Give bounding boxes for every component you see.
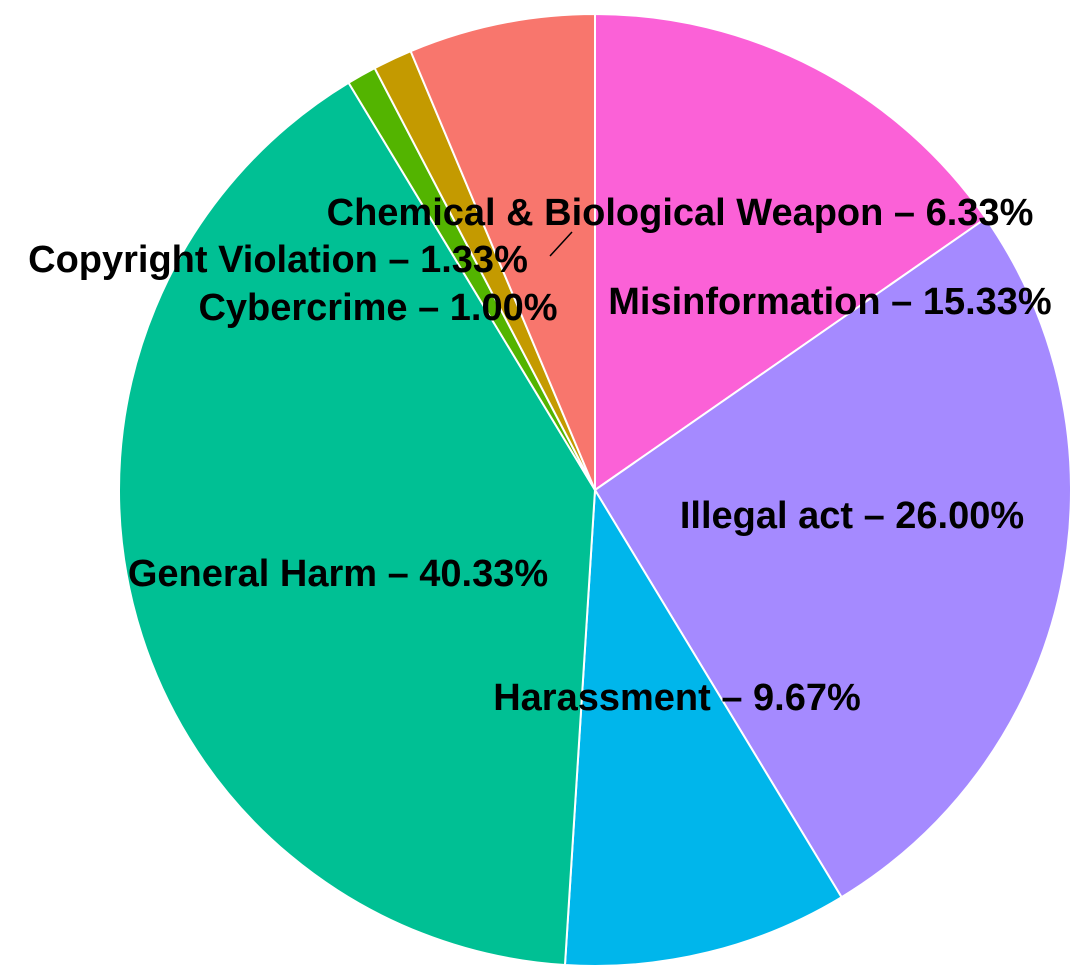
pie-leader-lines: [549, 231, 573, 257]
pie-labels: Misinformation – 15.33% Illegal act – 26.…: [28, 192, 1052, 719]
slice-label-cybercrime: Cybercrime – 1.00%: [198, 287, 557, 329]
slice-label-general-harm: General Harm – 40.33%: [128, 553, 548, 595]
pie-slice-general-harm: [118, 81, 596, 967]
leader-line-chemical-and-biological-weapon: [549, 231, 573, 257]
slice-label-harassment: Harassment – 9.67%: [493, 677, 861, 719]
slice-label-illegal-act: Illegal act – 26.00%: [680, 495, 1024, 537]
pie-slice-harassment: [563, 489, 843, 967]
pie-slices: [118, 13, 1073, 967]
slice-label-chemical-and-biological-weapon: Chemical & Biological Weapon – 6.33%: [327, 192, 1034, 234]
pie-slice-illegal-act: [594, 217, 1073, 899]
slice-label-misinformation: Misinformation – 15.33%: [608, 281, 1051, 323]
pie-slice-misinformation: [594, 13, 987, 491]
pie-slice-chemical-and-biological-weapon: [409, 13, 596, 491]
slice-label-copyright-violation: Copyright Violation – 1.33%: [28, 239, 528, 281]
